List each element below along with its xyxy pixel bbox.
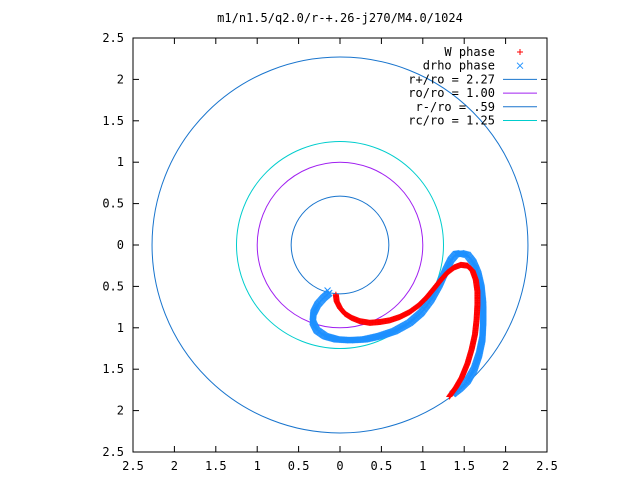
x-tick-label: 0 bbox=[336, 459, 343, 473]
x-tick-label: 1 bbox=[419, 459, 426, 473]
point-cross bbox=[309, 316, 317, 324]
y-tick-label: 2.5 bbox=[102, 31, 124, 45]
x-tick-label: 0.5 bbox=[288, 459, 310, 473]
series-drho-phase bbox=[309, 249, 487, 398]
x-tick-label: 2 bbox=[171, 459, 178, 473]
chart-title: m1/n1.5/q2.0/r-+.26-j270/M4.0/1024 bbox=[217, 11, 463, 25]
y-tick-label: 0 bbox=[117, 238, 124, 252]
x-tick-label: 2 bbox=[502, 459, 509, 473]
x-tick-label: 1.5 bbox=[205, 459, 227, 473]
series-circle bbox=[236, 141, 444, 349]
y-tick-label: 0.5 bbox=[102, 197, 124, 211]
y-tick-label: 0.5 bbox=[102, 279, 124, 293]
legend-label: rc/ro = 1.25 bbox=[408, 114, 495, 128]
point-cross bbox=[324, 287, 331, 294]
x-tick-label: 1.5 bbox=[453, 459, 475, 473]
radius-circles bbox=[151, 56, 529, 434]
legend-label: drho phase bbox=[423, 59, 495, 73]
legend-label: ro/ro = 1.00 bbox=[408, 86, 495, 100]
y-tick-label: 1.5 bbox=[102, 362, 124, 376]
phase-points bbox=[309, 249, 487, 400]
x-tick-label: 2.5 bbox=[536, 459, 558, 473]
series-circle bbox=[290, 195, 390, 295]
x-tick-label: 1 bbox=[254, 459, 261, 473]
point-cross bbox=[462, 251, 469, 258]
point-cross bbox=[460, 250, 468, 258]
series-circle bbox=[256, 161, 424, 329]
legend-label: r+/ro = 2.27 bbox=[408, 72, 495, 86]
y-tick-label: 1.5 bbox=[102, 114, 124, 128]
y-tick-label: 2.5 bbox=[102, 445, 124, 459]
axis-ticks: 2.5 2 1.5 1 0.5 0 0.5 1 1.5 2 2.52.521.510.500.511… bbox=[102, 31, 558, 473]
series-w-phase bbox=[332, 261, 481, 400]
y-tick-label: 2 bbox=[117, 72, 124, 86]
y-tick-label: 1 bbox=[117, 321, 124, 335]
x-tick-label: 2.5 bbox=[122, 459, 144, 473]
point-cross bbox=[461, 250, 469, 258]
y-tick-label: 2 bbox=[117, 404, 124, 418]
legend-label: r-/ro = .59 bbox=[416, 100, 495, 114]
series-circle bbox=[151, 56, 529, 434]
x-tick-label: 0.5 bbox=[371, 459, 393, 473]
point-cross bbox=[516, 62, 524, 70]
point-cross bbox=[309, 317, 317, 325]
legend-label: W phase bbox=[444, 45, 495, 59]
y-tick-label: 1 bbox=[117, 155, 124, 169]
